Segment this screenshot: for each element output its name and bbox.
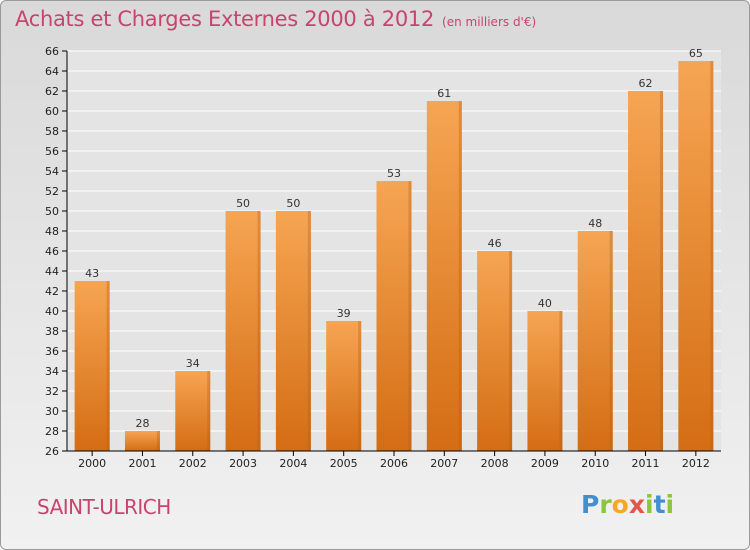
data-label: 34: [186, 357, 200, 370]
logo-letter: i: [665, 490, 675, 519]
location-name: SAINT-ULRICH: [37, 495, 171, 519]
y-tick-label: 28: [45, 425, 59, 438]
y-tick-label: 44: [45, 265, 59, 278]
bar: [175, 371, 211, 451]
bar: [275, 211, 311, 451]
x-tick-label: 2000: [78, 457, 106, 470]
bar: [225, 211, 261, 451]
bar-shade: [257, 211, 261, 451]
logo-letter: t: [653, 490, 666, 519]
x-tick-label: 2003: [229, 457, 257, 470]
y-tick-label: 36: [45, 345, 59, 358]
data-label: 48: [588, 217, 602, 230]
logo-letter: i: [645, 490, 654, 519]
y-tick-label: 62: [45, 85, 59, 98]
bar-shade: [408, 181, 412, 451]
data-label: 53: [387, 167, 401, 180]
x-tick-label: 2005: [330, 457, 358, 470]
y-tick-label: 32: [45, 385, 59, 398]
y-tick-label: 46: [45, 245, 59, 258]
bar: [376, 181, 412, 451]
data-label: 65: [689, 47, 703, 60]
x-tick-label: 2004: [279, 457, 307, 470]
x-tick-label: 2001: [128, 457, 156, 470]
x-tick-label: 2011: [632, 457, 660, 470]
y-tick-label: 60: [45, 105, 59, 118]
y-tick-label: 34: [45, 365, 59, 378]
axes: 26 28 30 32 34 36 38 40 42 44 46 48 50 52 54 56 58 60 62 64…: [45, 45, 721, 470]
data-label: 61: [437, 87, 451, 100]
bars: [74, 61, 714, 451]
y-tick-label: 26: [45, 445, 59, 458]
bar: [628, 91, 664, 451]
bar: [426, 101, 462, 451]
bar: [527, 311, 563, 451]
data-label: 39: [337, 307, 351, 320]
y-tick-label: 64: [45, 65, 59, 78]
bar: [678, 61, 714, 451]
chart-title-block: Achats et Charges Externes 2000 à 2012 (e…: [15, 7, 536, 31]
y-tick-label: 66: [45, 45, 59, 58]
bar: [577, 231, 613, 451]
data-labels: 43 28 34 50 50 39 53 61 46 40 48 62 65: [85, 47, 703, 430]
bar-shade: [559, 311, 563, 451]
bar-shade: [458, 101, 462, 451]
chart-title: Achats et Charges Externes 2000 à 2012: [15, 7, 435, 31]
bar-shade: [660, 91, 664, 451]
data-label: 50: [286, 197, 300, 210]
bar: [124, 431, 160, 451]
data-label: 28: [135, 417, 149, 430]
x-tick-label: 2007: [430, 457, 458, 470]
y-tick-label: 30: [45, 405, 59, 418]
logo-letter: r: [599, 490, 612, 519]
logo-letter: o: [611, 490, 629, 519]
y-tick-label: 56: [45, 145, 59, 158]
bar-shade: [106, 281, 110, 451]
x-tick-label: 2010: [581, 457, 609, 470]
x-tick-label: 2006: [380, 457, 408, 470]
chart-subtitle: (en milliers d'€): [442, 15, 537, 29]
data-label: 62: [639, 77, 653, 90]
x-tick-label: 2002: [179, 457, 207, 470]
y-tick-label: 48: [45, 225, 59, 238]
bar-shade: [358, 321, 362, 451]
data-label: 50: [236, 197, 250, 210]
logo-letter: x: [628, 490, 645, 519]
bar-shade: [509, 251, 513, 451]
data-label: 43: [85, 267, 99, 280]
x-tick-label: 2009: [531, 457, 559, 470]
y-tick-label: 52: [45, 185, 59, 198]
y-tick-label: 38: [45, 325, 59, 338]
data-label: 46: [488, 237, 502, 250]
y-tick-label: 58: [45, 125, 59, 138]
bar: [326, 321, 362, 451]
y-tick-label: 40: [45, 305, 59, 318]
bar-shade: [710, 61, 714, 451]
bar-shade: [207, 371, 211, 451]
bar-shade: [307, 211, 311, 451]
y-tick-label: 42: [45, 285, 59, 298]
y-tick-label: 50: [45, 205, 59, 218]
logo-letter: P: [581, 490, 600, 519]
y-tick-label: 54: [45, 165, 59, 178]
bar: [477, 251, 513, 451]
proxiti-logo: Proxiti: [581, 490, 674, 519]
x-tick-label: 2012: [682, 457, 710, 470]
bar-shade: [156, 431, 160, 451]
bar: [74, 281, 110, 451]
x-tick-label: 2008: [481, 457, 509, 470]
data-label: 40: [538, 297, 552, 310]
bar-shade: [609, 231, 613, 451]
